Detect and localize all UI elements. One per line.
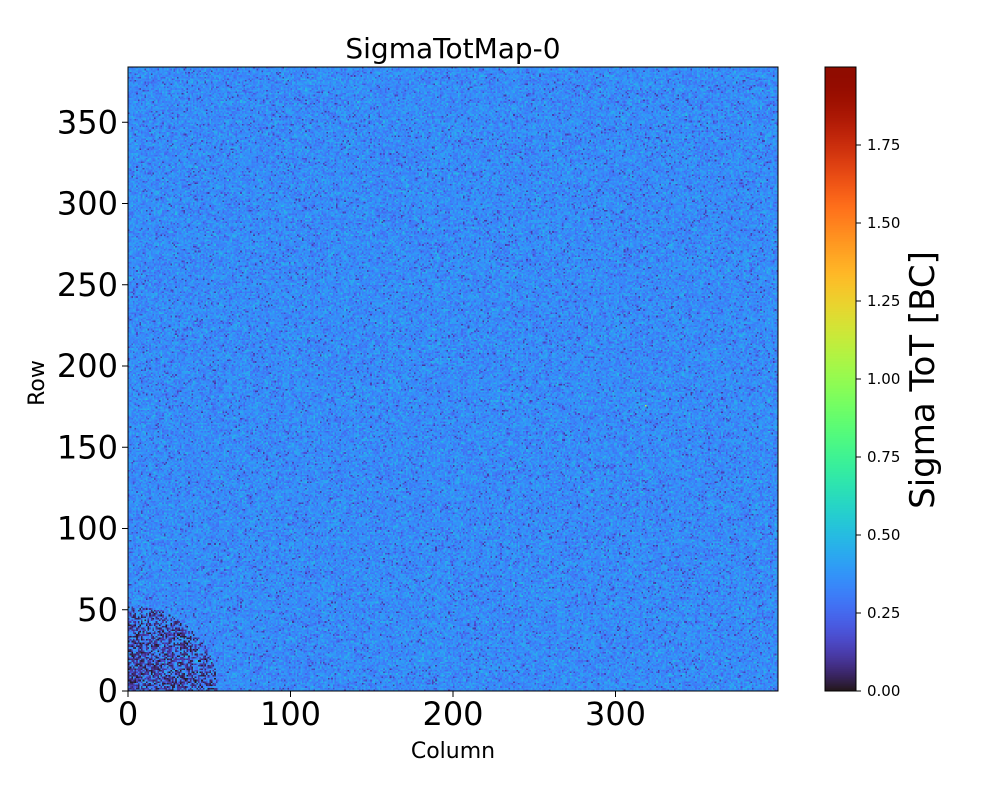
- y-tick-label: 250: [57, 266, 118, 304]
- colorbar-tick-label: 1.50: [867, 214, 900, 232]
- colorbar-tick-label: 0.25: [867, 604, 900, 622]
- x-tick-label: 300: [585, 695, 646, 733]
- x-tick-label: 0: [118, 695, 138, 733]
- colorbar-frame: [824, 66, 857, 692]
- y-tick-label: 0: [98, 672, 118, 710]
- colorbar-tick-label: 0.00: [867, 682, 900, 700]
- heatmap-image: [128, 67, 778, 691]
- x-axis-label: Column: [411, 739, 495, 764]
- y-tick-label: 150: [57, 428, 118, 466]
- colorbar-tick-label: 1.75: [867, 136, 900, 154]
- axes-layer: 0 100 200 300 0 50 100 150 200 250 300 350 0.00 0.25 0…: [57, 66, 900, 733]
- colorbar-tick-label: 1.00: [867, 370, 900, 388]
- x-tick-label: 200: [422, 695, 483, 733]
- y-tick-label: 350: [57, 103, 118, 141]
- y-tick-label: 200: [57, 347, 118, 385]
- colorbar-tick-label: 1.25: [867, 292, 900, 310]
- plot-frame: [127, 66, 779, 692]
- colorbar-tick-label: 0.75: [867, 448, 900, 466]
- colorbar-gradient: [825, 67, 856, 691]
- y-tick-label: 50: [77, 591, 118, 629]
- chart-title: SigmaTotMap-0: [345, 32, 560, 65]
- x-tick-label: 100: [260, 695, 321, 733]
- y-tick-label: 100: [57, 510, 118, 548]
- y-axis-label: Row: [25, 360, 50, 406]
- colorbar-label: Sigma ToT [BC]: [903, 251, 943, 509]
- y-tick-label: 300: [57, 185, 118, 223]
- colorbar-tick-label: 0.50: [867, 526, 900, 544]
